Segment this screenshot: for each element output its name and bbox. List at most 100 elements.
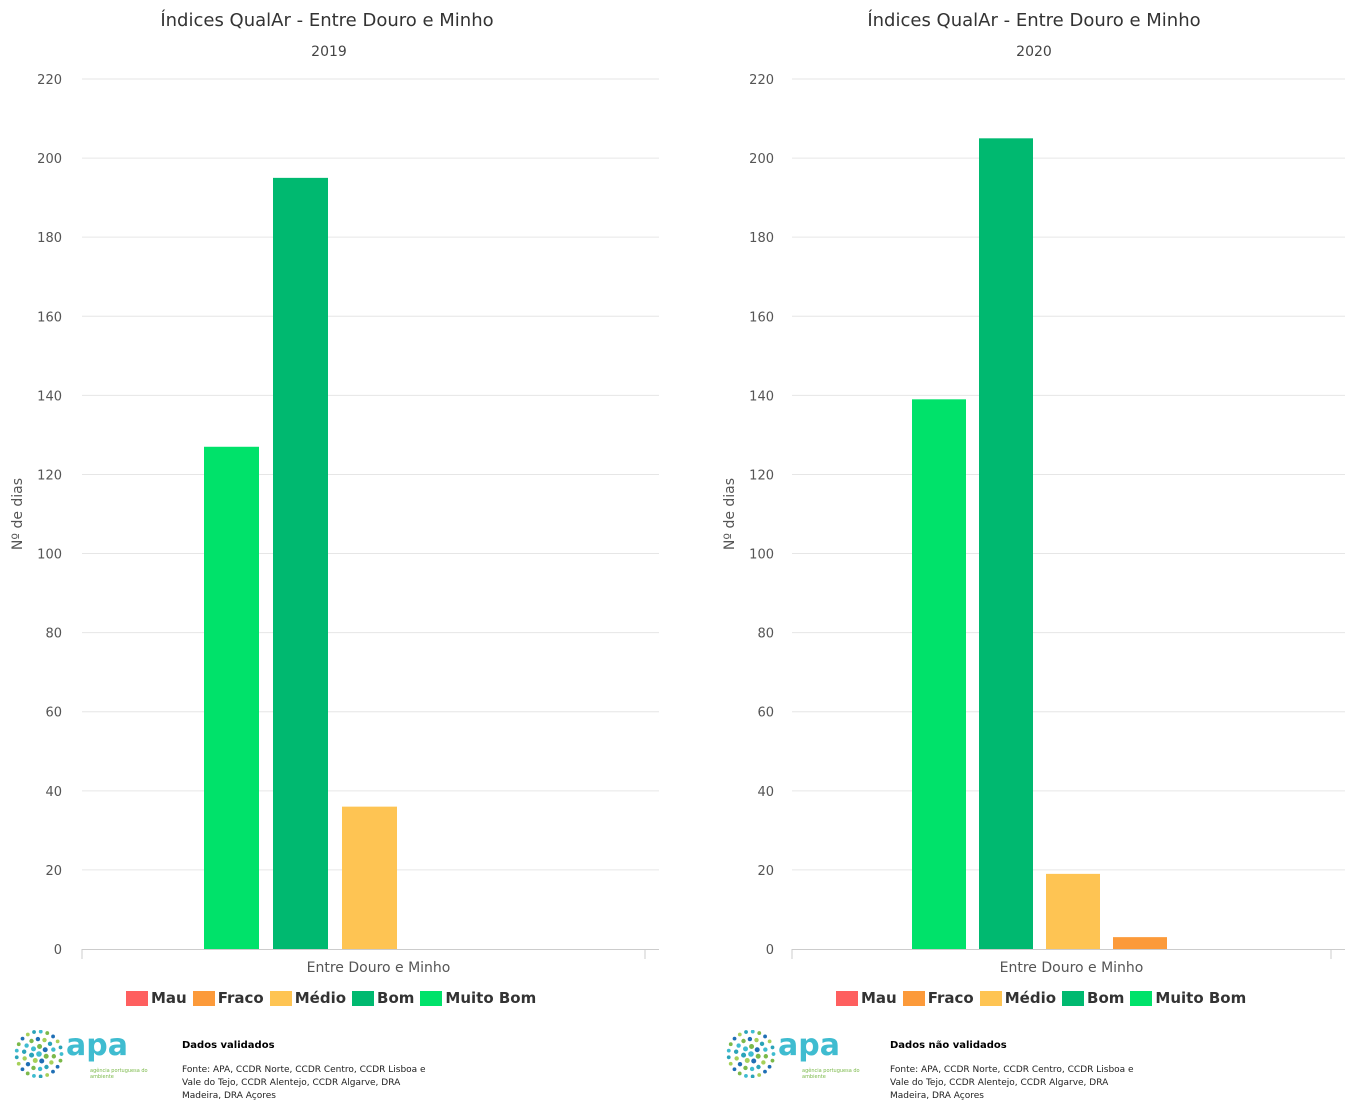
- y-tick-label: 160: [749, 310, 774, 325]
- logo-dot: [759, 1041, 765, 1047]
- chart-legend: Mau Fraco Médio Bom Muito Bom: [126, 989, 536, 1007]
- legend-label: Mau: [151, 989, 187, 1007]
- logo-dot: [748, 1051, 754, 1057]
- apa-logo-tagline: agência portuguesa do ambiente: [90, 1068, 148, 1080]
- y-tick-label: 220: [37, 73, 62, 88]
- logo-dot: [55, 1064, 60, 1069]
- logo-dot: [756, 1064, 761, 1070]
- logo-dot: [736, 1043, 741, 1048]
- chart-subtitle: 2020: [1016, 44, 1052, 60]
- y-tick-label: 40: [45, 785, 62, 800]
- legend-item-muito-bom[interactable]: Muito Bom: [1130, 989, 1246, 1007]
- bar-muito-bom[interactable]: [204, 446, 259, 949]
- logo-dot: [743, 1046, 749, 1052]
- logo-dot: [744, 1030, 748, 1034]
- logo-dot: [16, 1061, 21, 1066]
- logo-dot: [763, 1047, 768, 1052]
- chart-title: Índices QualAr - Entre Douro e Minho: [160, 10, 494, 31]
- logo-dot: [726, 1048, 731, 1053]
- logo-dot: [51, 1069, 55, 1074]
- y-tick-label: 60: [45, 706, 62, 721]
- y-tick-label: 80: [757, 627, 774, 642]
- y-tick-label: 140: [37, 389, 62, 404]
- data-status-note: Dados validados: [182, 1040, 275, 1051]
- logo-dot: [728, 1042, 733, 1047]
- legend-swatch: [979, 990, 1002, 1006]
- y-tick-label: 220: [749, 73, 774, 88]
- logo-dot: [35, 1036, 41, 1042]
- logo-dot: [38, 1074, 43, 1079]
- legend-swatch: [126, 990, 148, 1006]
- chart-subtitle: 2019: [311, 44, 347, 60]
- logo-dot: [744, 1057, 750, 1063]
- logo-dot: [55, 1039, 60, 1044]
- logo-dot: [42, 1037, 47, 1043]
- logo-dot: [51, 1047, 56, 1052]
- legend-label: Médio: [1004, 989, 1057, 1007]
- y-tick-label: 120: [37, 468, 62, 483]
- chart-title: Índices QualAr - Entre Douro e Minho: [867, 10, 1201, 31]
- bar-médio[interactable]: [1046, 873, 1100, 949]
- y-tick-label: 20: [45, 864, 62, 879]
- y-tick-label: 140: [749, 389, 774, 404]
- y-tick-label: 20: [757, 864, 774, 879]
- bar-médio[interactable]: [342, 806, 397, 949]
- legend-item-bom[interactable]: Bom: [352, 989, 414, 1007]
- logo-dot: [29, 1052, 35, 1058]
- logo-dot: [757, 1073, 762, 1077]
- y-tick-label: 200: [37, 152, 62, 167]
- bar-bom[interactable]: [979, 138, 1033, 949]
- data-status-note: Dados não validados: [890, 1040, 1007, 1051]
- logo-dot: [749, 1044, 755, 1050]
- logo-dot: [754, 1037, 759, 1043]
- logo-dot: [39, 1058, 45, 1064]
- legend-item-bom[interactable]: Bom: [1062, 989, 1124, 1007]
- legend-item-médio[interactable]: Médio: [979, 989, 1057, 1007]
- logo-dot: [16, 1042, 21, 1047]
- logo-dot: [767, 1064, 772, 1069]
- bar-muito-bom[interactable]: [912, 399, 966, 949]
- bar-bom[interactable]: [273, 177, 328, 949]
- logo-dot: [726, 1055, 731, 1060]
- source-note: Fonte: APA, CCDR Norte, CCDR Centro, CCD…: [890, 1065, 1134, 1101]
- logo-dot: [51, 1034, 55, 1039]
- x-category-label: Entre Douro e Minho: [1000, 960, 1144, 976]
- legend-label: Mau: [861, 989, 897, 1007]
- logo-dot: [47, 1041, 53, 1047]
- legend-label: Muito Bom: [445, 989, 537, 1007]
- legend-item-fraco[interactable]: Fraco: [192, 989, 264, 1007]
- legend-item-mau[interactable]: Mau: [836, 989, 897, 1007]
- logo-dot: [25, 1032, 30, 1037]
- legend-label: Médio: [294, 989, 347, 1007]
- logo-dot: [757, 1031, 762, 1035]
- logo-dot: [763, 1069, 767, 1074]
- logo-dot: [21, 1049, 27, 1054]
- logo-dot: [37, 1044, 43, 1050]
- logo-dot: [22, 1056, 27, 1061]
- legend-item-muito-bom[interactable]: Muito Bom: [420, 989, 536, 1007]
- legend-label: Muito Bom: [1155, 989, 1247, 1007]
- y-tick-label: 80: [45, 627, 62, 642]
- logo-dot: [750, 1029, 755, 1034]
- y-tick-label: 40: [757, 785, 774, 800]
- logo-dot: [58, 1058, 63, 1063]
- legend-item-fraco[interactable]: Fraco: [902, 989, 974, 1007]
- y-axis-label: Nº de dias: [722, 478, 738, 550]
- logo-dot: [24, 1043, 29, 1048]
- logo-dot: [25, 1071, 30, 1076]
- legend-label: Bom: [1087, 989, 1125, 1007]
- logo-dot: [741, 1038, 746, 1044]
- logo-dot: [734, 1056, 739, 1061]
- legend-item-médio[interactable]: Médio: [269, 989, 347, 1007]
- logo-dot: [733, 1049, 739, 1054]
- legend-item-mau[interactable]: Mau: [126, 989, 187, 1007]
- y-tick-label: 0: [54, 943, 62, 958]
- y-tick-label: 120: [749, 468, 774, 483]
- legend-swatch: [352, 990, 375, 1006]
- legend-swatch: [269, 990, 292, 1006]
- y-tick-label: 100: [37, 548, 62, 563]
- logo-dot: [14, 1055, 19, 1060]
- y-tick-label: 100: [749, 548, 774, 563]
- chart-panel-2019: Índices QualAr - Entre Douro e Minho 201…: [0, 0, 672, 1104]
- bar-fraco[interactable]: [1113, 937, 1167, 949]
